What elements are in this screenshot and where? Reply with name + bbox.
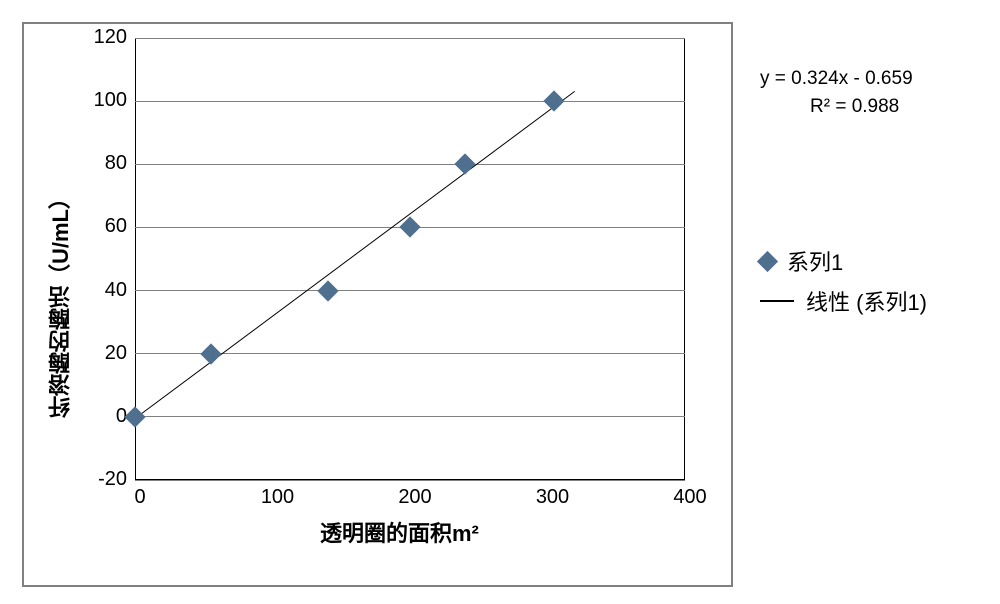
- gridline-h: [135, 290, 685, 291]
- legend: 系列1 线性 (系列1): [760, 245, 927, 325]
- y-tick-label: 80: [105, 152, 127, 175]
- gridline-h: [135, 164, 685, 165]
- legend-row: 系列1: [760, 245, 927, 277]
- legend-label: 线性 (系列1): [806, 285, 927, 317]
- x-tick-label: 400: [670, 486, 710, 509]
- y-tick-label: 100: [94, 89, 127, 112]
- trendline-r2: R² = 0.988: [810, 96, 899, 118]
- gridline-h: [135, 38, 685, 39]
- legend-row: 线性 (系列1): [760, 285, 927, 317]
- trendline-equation: y = 0.324x - 0.659: [760, 68, 913, 90]
- x-tick-label: 0: [120, 486, 160, 509]
- plot-area: [135, 38, 685, 480]
- gridline-h: [135, 480, 685, 481]
- legend-label: 系列1: [787, 245, 843, 277]
- y-tick-label: 20: [105, 342, 127, 365]
- x-tick-label: 200: [395, 486, 435, 509]
- legend-marker-icon: [757, 250, 778, 271]
- x-tick-label: 100: [258, 486, 298, 509]
- y-tick-label: 60: [105, 215, 127, 238]
- y-tick-label: 40: [105, 279, 127, 302]
- legend-line-icon: [760, 300, 794, 302]
- x-tick-label: 300: [533, 486, 573, 509]
- y-tick-label: 120: [94, 26, 127, 49]
- gridline-h: [135, 416, 685, 417]
- y-axis-label: 纤溶酶的酶活（U/mL）: [45, 98, 77, 418]
- x-axis-label: 透明圈的面积m²: [320, 516, 479, 548]
- gridline-h: [135, 101, 685, 102]
